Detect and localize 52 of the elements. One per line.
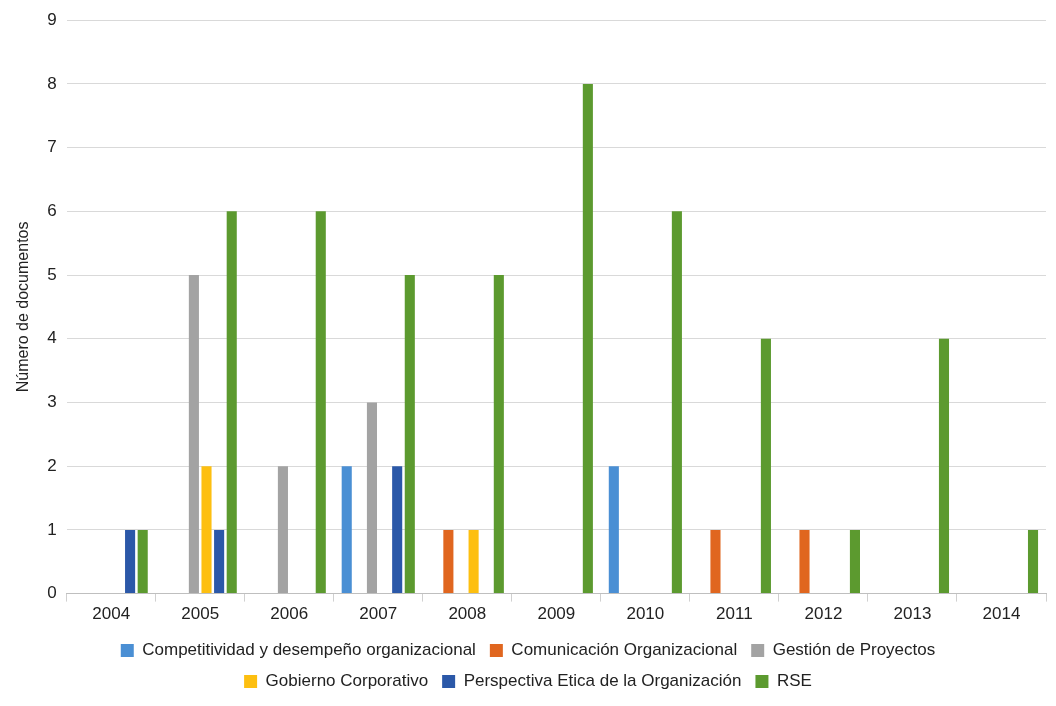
legend-label: RSE bbox=[776, 671, 812, 691]
y-tick-label: 4 bbox=[47, 328, 57, 348]
bar bbox=[582, 83, 593, 594]
y-tick-label: 2 bbox=[47, 455, 57, 475]
y-tick-label: 5 bbox=[47, 264, 57, 284]
bar bbox=[443, 529, 454, 594]
bar bbox=[760, 338, 771, 594]
x-tick-label: 2008 bbox=[448, 604, 487, 624]
y-tick-label: 6 bbox=[47, 201, 57, 221]
legend-label: Gobierno Corporativo bbox=[265, 671, 429, 691]
legend-label: Gestión de Proyectos bbox=[772, 640, 936, 660]
y-tick-label: 9 bbox=[47, 9, 57, 29]
x-tick-label: 2011 bbox=[716, 604, 753, 624]
bar bbox=[938, 338, 950, 594]
bar bbox=[849, 529, 860, 594]
x-tick-label: 2013 bbox=[893, 604, 932, 624]
bar bbox=[608, 466, 619, 594]
y-tick-label: 0 bbox=[47, 583, 57, 603]
bar bbox=[468, 529, 479, 594]
legend-label: Competitividad y desempeño organizacional bbox=[142, 640, 476, 660]
bar bbox=[125, 529, 136, 594]
y-tick-label: 7 bbox=[47, 137, 57, 157]
bar bbox=[277, 466, 288, 594]
x-tick-label: 2004 bbox=[92, 604, 131, 624]
bar bbox=[201, 466, 212, 594]
y-tick-label: 3 bbox=[47, 392, 57, 412]
x-tick-label: 2006 bbox=[270, 604, 309, 624]
bar bbox=[392, 466, 403, 594]
x-tick-label: 2014 bbox=[982, 604, 1021, 624]
y-tick-label: 1 bbox=[47, 519, 57, 539]
legend-label: Comunicación Organizacional bbox=[511, 640, 738, 660]
bar bbox=[137, 529, 148, 594]
bar bbox=[1027, 529, 1039, 594]
x-tick-label: 2012 bbox=[804, 604, 843, 624]
bar bbox=[493, 275, 504, 594]
bar bbox=[404, 275, 415, 594]
x-tick-label: 2009 bbox=[537, 604, 576, 624]
legend-label: Perspectiva Etica de la Organización bbox=[463, 671, 742, 691]
bar bbox=[799, 529, 810, 594]
bar bbox=[710, 529, 721, 594]
x-tick-label: 2005 bbox=[181, 604, 220, 624]
x-tick-label: 2010 bbox=[626, 604, 665, 624]
bar bbox=[315, 211, 326, 594]
bar bbox=[366, 402, 377, 594]
y-axis-title: Número de documentos bbox=[14, 221, 32, 393]
bar bbox=[671, 211, 682, 594]
bar bbox=[341, 466, 352, 594]
bar bbox=[226, 211, 237, 594]
bar bbox=[214, 529, 225, 594]
y-tick-label: 8 bbox=[47, 73, 57, 93]
x-tick-label: 2007 bbox=[359, 604, 398, 624]
bar bbox=[188, 275, 199, 594]
